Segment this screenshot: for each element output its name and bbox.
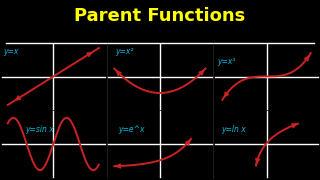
Text: Parent Functions: Parent Functions [74,7,246,25]
Text: y=ln x: y=ln x [221,125,245,134]
Text: y=e^x: y=e^x [118,125,145,134]
Text: y=x²: y=x² [115,47,133,56]
Text: y=sin x: y=sin x [26,125,54,134]
Text: y=x³: y=x³ [218,57,236,66]
Text: y=x: y=x [3,47,19,56]
